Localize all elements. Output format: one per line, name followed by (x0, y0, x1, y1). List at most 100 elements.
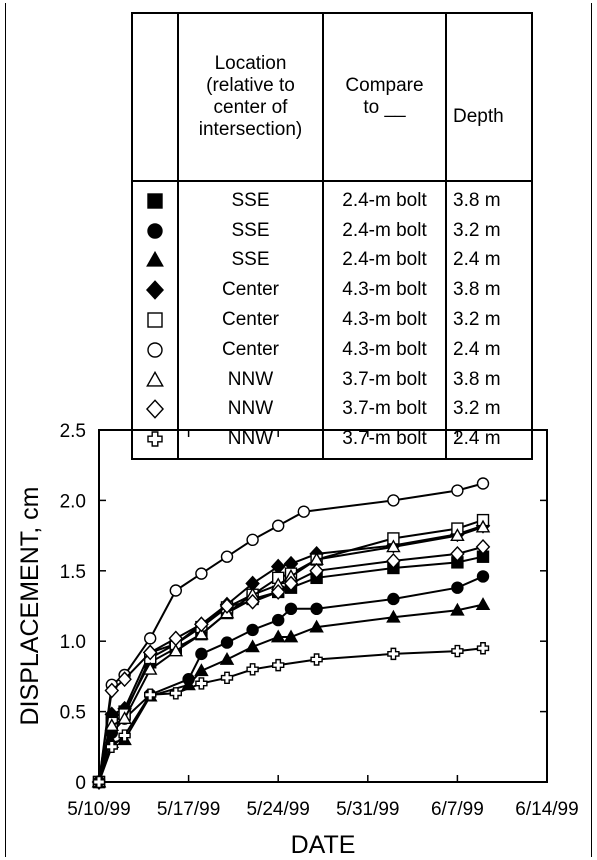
data-point (450, 602, 465, 616)
legend-symbol-cell (132, 395, 178, 425)
legend-compare-cell: 3.7-m bolt (322, 364, 446, 395)
data-point (272, 658, 285, 672)
data-point (168, 643, 184, 657)
legend-row: NNW 3.7-m bolt 3.8 m (132, 364, 532, 395)
x-tick-label: 6/14/99 (515, 799, 578, 820)
data-point (475, 597, 491, 610)
data-point (104, 682, 120, 699)
legend-location-cell: Center (177, 334, 323, 365)
data-point (475, 538, 491, 555)
data-point (117, 671, 132, 688)
data-point (245, 593, 260, 610)
series-line (98, 545, 484, 783)
filled-diamond-icon (145, 280, 165, 301)
legend-symbol-cell (132, 305, 178, 335)
legend-depth-cell: 3.8 m (445, 181, 532, 216)
legend-location-cell: NNW (177, 364, 323, 395)
series-line (98, 647, 484, 783)
data-point (195, 647, 208, 661)
legend-symbol-cell (132, 424, 178, 459)
data-point (220, 636, 234, 649)
data-point (143, 632, 157, 645)
data-point (310, 602, 323, 616)
data-point (476, 642, 490, 655)
data-point (386, 539, 401, 553)
open-circle-icon (147, 342, 163, 358)
legend-header-row: Location (relative to center of intersec… (132, 13, 532, 182)
data-point (283, 629, 299, 643)
data-point (386, 609, 401, 623)
data-point (284, 602, 298, 616)
legend-depth-cell: 3.2 m (445, 394, 532, 425)
data-point (104, 718, 120, 732)
data-point (245, 639, 260, 653)
data-point (246, 623, 259, 637)
data-point (387, 494, 400, 507)
legend-header-location: Location (relative to center of intersec… (177, 13, 323, 182)
legend-location-cell: Center (177, 305, 323, 335)
legend-header-symbol (132, 13, 178, 182)
data-point (195, 677, 208, 690)
legend-location-cell: Center (177, 275, 323, 306)
series-line (98, 603, 484, 783)
legend-symbol-cell (132, 246, 178, 276)
legend-location-cell: NNW (177, 394, 323, 425)
y-tick-label: 2.0 (60, 491, 86, 512)
open-triangle-icon (146, 370, 164, 387)
data-point (168, 630, 184, 647)
data-point (169, 584, 183, 597)
data-point (309, 562, 324, 579)
legend-header-depth: Depth (445, 13, 532, 182)
data-point (219, 652, 235, 665)
y-tick-label: 0.5 (60, 703, 86, 724)
x-tick-label: 5/24/99 (246, 799, 309, 820)
data-point (272, 613, 285, 627)
data-point (283, 575, 299, 592)
data-point (309, 619, 324, 633)
y-tick-label: 1.5 (60, 562, 86, 583)
series-open-diamond (91, 538, 491, 790)
series-line (98, 519, 484, 783)
legend-compare-cell: 2.4-m bolt (322, 181, 446, 216)
legend-row: SSE 2.4-m bolt 3.2 m (132, 215, 532, 246)
open-cross-icon (147, 431, 163, 447)
x-tick-label: 5/17/99 (157, 799, 220, 820)
data-point (194, 663, 209, 677)
data-point (195, 567, 208, 580)
open-circle-marker (147, 342, 163, 358)
data-point (219, 598, 235, 614)
open-square-icon (147, 312, 163, 328)
filled-triangle-marker (146, 251, 164, 268)
legend-row: Center 4.3-m bolt 2.4 m (132, 334, 532, 365)
data-point (310, 653, 323, 666)
legend-row: SSE 2.4-m bolt 2.4 m (132, 245, 532, 276)
data-point (450, 545, 465, 562)
open-diamond-marker (145, 399, 165, 420)
open-diamond-icon (145, 399, 165, 420)
legend-header-compare: Compare to __ (322, 13, 446, 182)
data-point (117, 711, 132, 725)
data-point (105, 740, 119, 753)
legend-depth-cell: 2.4 m (445, 334, 532, 365)
legend-symbol-cell (132, 181, 178, 216)
data-point (220, 550, 234, 563)
data-point (297, 505, 310, 518)
legend-compare-cell: 4.3-m bolt (322, 334, 446, 365)
data-point (246, 533, 259, 547)
legend-location-cell: SSE (177, 181, 323, 216)
filled-circle-icon (147, 222, 163, 239)
filled-circle-marker (147, 222, 163, 239)
data-point (118, 729, 131, 742)
data-point (476, 477, 490, 490)
data-point (450, 528, 465, 541)
data-point (142, 644, 158, 661)
legend-depth-cell: 3.2 m (445, 215, 532, 246)
legend-symbol-cell (132, 335, 178, 365)
data-point (220, 671, 234, 685)
data-point (386, 553, 401, 569)
legend-symbol-cell (132, 216, 178, 246)
data-point (451, 581, 464, 594)
data-point (270, 629, 286, 643)
legend-depth-cell: 3.8 m (445, 275, 532, 306)
